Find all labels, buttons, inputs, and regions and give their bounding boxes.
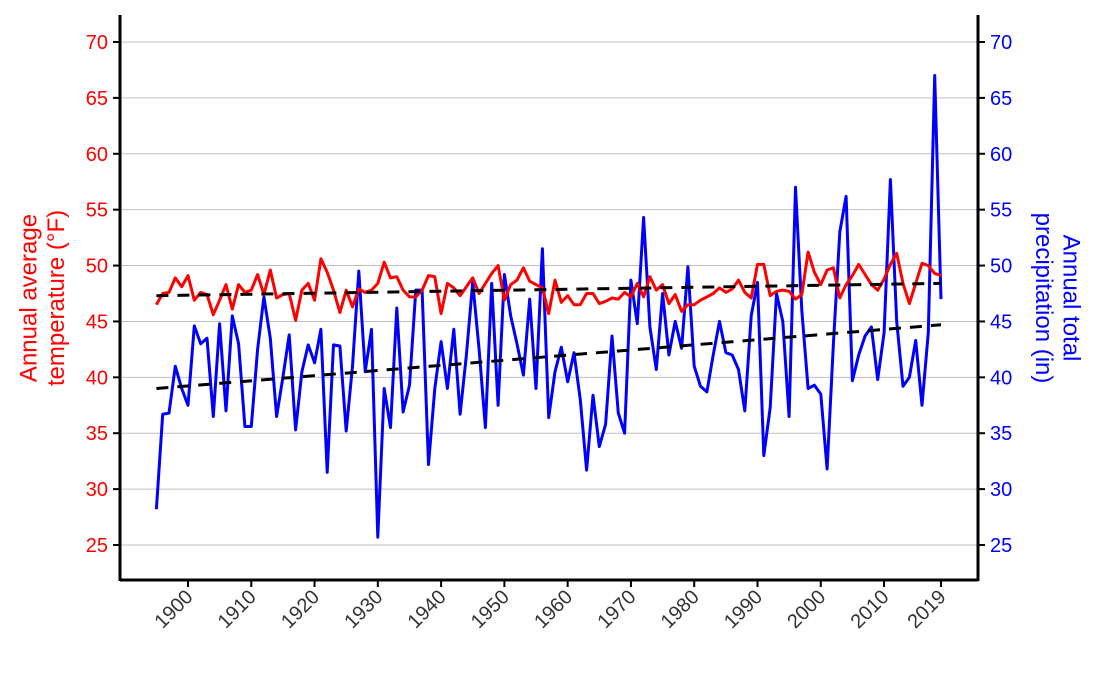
x-tick-label: 1940	[404, 586, 451, 633]
right-y-tick-label: 70	[990, 32, 1012, 54]
left-y-tick-label: 70	[86, 32, 108, 54]
temperature-trend-line	[156, 281, 942, 298]
right-y-tick-label: 60	[990, 144, 1012, 166]
left-y-tick-label: 40	[86, 367, 108, 389]
x-tick-label: 1970	[593, 586, 640, 633]
right-y-tick-label: 50	[990, 256, 1012, 278]
right-y-tick-label: 25	[990, 535, 1012, 557]
right-y-tick-label: 35	[990, 423, 1012, 445]
gridlines	[120, 41, 978, 546]
right-y-tick-label: 40	[990, 367, 1012, 389]
right-y-tick-label: 30	[990, 479, 1012, 501]
precipitation-trend-line	[156, 323, 942, 390]
x-tick-label: 1950	[467, 586, 514, 633]
left-y-tick-label: 35	[86, 423, 108, 445]
x-tick-label: 1960	[530, 586, 577, 633]
precipitation-line	[154, 74, 943, 539]
x-tick-label: 2010	[847, 586, 894, 633]
left-y-tick-label: 60	[86, 144, 108, 166]
left-y-tick-label: 65	[86, 88, 108, 110]
left-y-tick-label: 55	[86, 200, 108, 222]
right-y-tick-label: 45	[990, 311, 1012, 333]
series-layer	[154, 74, 943, 539]
left-axis-title: Annual averagetemperature (°F)	[15, 210, 70, 386]
x-tick-label: 1910	[214, 586, 261, 633]
x-tick-label: 1900	[151, 586, 198, 633]
left-y-tick-label: 50	[86, 256, 108, 278]
right-y-tick-label: 55	[990, 200, 1012, 222]
x-tick-label: 2000	[783, 586, 830, 633]
x-tick-label: 1990	[720, 586, 767, 633]
x-tick-label: 2019	[904, 586, 951, 633]
left-y-tick-label: 45	[86, 311, 108, 333]
x-tick-label: 1930	[340, 586, 387, 633]
axes: 25 25 30 30 35 35 40 40 45 45 50 50 55 55 60 60 65 65 70 70…	[86, 15, 1012, 633]
x-tick-label: 1920	[277, 586, 324, 633]
temperature-line	[155, 250, 942, 322]
left-y-tick-label: 30	[86, 479, 108, 501]
x-tick-label: 1980	[657, 586, 704, 633]
left-y-tick-label: 25	[86, 535, 108, 557]
right-axis-title: Annual totalprecipitation (in)	[1030, 213, 1085, 384]
right-y-tick-label: 65	[990, 88, 1012, 110]
